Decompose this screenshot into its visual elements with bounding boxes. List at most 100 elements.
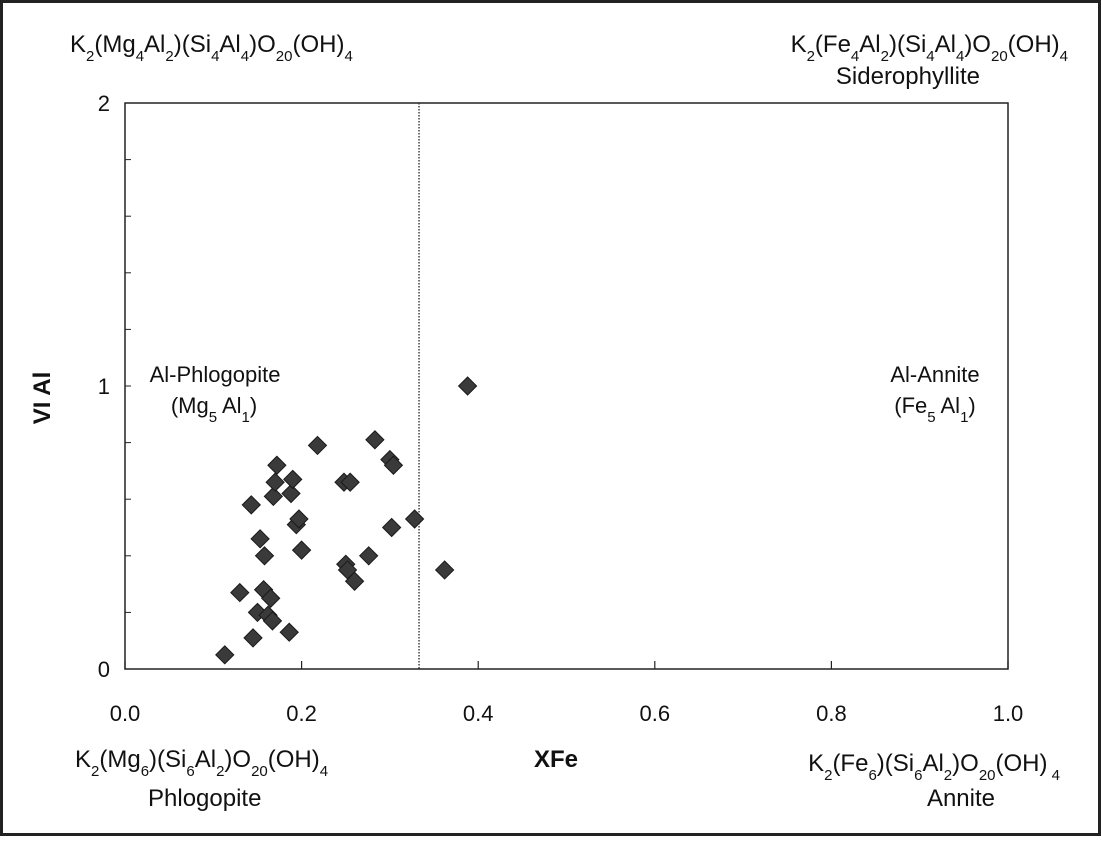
data-point bbox=[243, 628, 263, 648]
formula-text: )O bbox=[224, 746, 251, 773]
formula-subscript: 4 bbox=[851, 48, 859, 65]
formula-subscript: 2 bbox=[165, 48, 173, 65]
x-tick-label: 1.0 bbox=[993, 701, 1024, 726]
formula-subscript: 2 bbox=[91, 763, 99, 780]
data-point bbox=[230, 582, 250, 603]
formula-text: )(Si bbox=[877, 750, 914, 777]
formula-text: K bbox=[791, 31, 807, 58]
data-point bbox=[340, 472, 360, 492]
data-point bbox=[434, 560, 455, 580]
formula-subscript: 2 bbox=[86, 48, 94, 65]
phlogopite-label: Phlogopite bbox=[148, 785, 261, 812]
y-tick-label: 1 bbox=[98, 374, 110, 399]
formula-text: Al bbox=[859, 31, 880, 58]
data-point bbox=[289, 509, 309, 529]
formula-bottom-left: K2(Mg6)(Si6Al2)O20(OH)4 bbox=[75, 746, 328, 780]
axis-ticks: 0.0 0.2 0.4 0.6 0.8 1.0 0 1 2 bbox=[98, 91, 1024, 726]
formula-subscript: 2 bbox=[824, 767, 832, 784]
formula-subscript: 2 bbox=[807, 48, 815, 65]
data-point bbox=[260, 588, 281, 608]
data-point bbox=[359, 546, 379, 566]
formula-subscript: 6 bbox=[914, 767, 922, 784]
data-point bbox=[291, 540, 312, 560]
data-point bbox=[241, 495, 261, 515]
al-phlogopite-formula: (Mg5 Al1) bbox=[171, 393, 257, 426]
data-points bbox=[215, 376, 478, 665]
formula-subscript: 4 bbox=[1047, 767, 1060, 784]
y-axis-title: VI Al bbox=[29, 372, 56, 424]
data-point bbox=[404, 509, 425, 529]
formula-subscript: 20 bbox=[276, 48, 293, 65]
formula-text: (OH) bbox=[1008, 31, 1060, 58]
siderophyllite-label: Siderophyllite bbox=[836, 63, 980, 90]
data-point bbox=[307, 435, 328, 456]
x-tick-label: 0.0 bbox=[110, 701, 141, 726]
formula-text: )O bbox=[964, 31, 991, 58]
formula-top-left: K2(Mg4Al2)(Si4Al4)O20(OH)4 bbox=[70, 31, 353, 65]
al-annite-label: Al-Annite bbox=[890, 362, 979, 387]
formula-text: K bbox=[70, 31, 86, 58]
x-tick-label: 0.2 bbox=[286, 701, 317, 726]
formula-subscript: 20 bbox=[251, 763, 268, 780]
formula-text: K bbox=[75, 746, 91, 773]
data-point bbox=[283, 469, 303, 490]
x-tick-label: 0.4 bbox=[463, 701, 494, 726]
data-point bbox=[344, 571, 365, 591]
formula-subscript: 2 bbox=[881, 48, 889, 65]
formula-text: Al bbox=[217, 393, 241, 418]
formula-subscript: 6 bbox=[868, 767, 876, 784]
formula-text: )O bbox=[249, 31, 276, 58]
al-phlogopite-label: Al-Phlogopite bbox=[150, 362, 281, 387]
formula-text: (OH) bbox=[996, 750, 1048, 777]
formula-subscript: 4 bbox=[211, 48, 219, 65]
formula-text: (OH) bbox=[268, 746, 320, 773]
formula-subscript: 4 bbox=[1060, 48, 1068, 65]
formula-text: Al bbox=[144, 31, 165, 58]
y-tick-label: 0 bbox=[98, 657, 110, 682]
formula-text: (Mg bbox=[94, 31, 135, 58]
formula-text: ) bbox=[250, 393, 257, 418]
data-point bbox=[365, 430, 385, 450]
formula-text: K bbox=[808, 750, 824, 777]
formula-subscript: 5 bbox=[209, 409, 217, 426]
x-axis-title: XFe bbox=[534, 746, 578, 773]
data-point bbox=[381, 517, 402, 538]
data-point bbox=[254, 546, 275, 566]
formula-text: )(Si bbox=[889, 31, 926, 58]
formula-subscript: 1 bbox=[242, 409, 250, 426]
formula-text: (Fe bbox=[894, 393, 927, 418]
formula-subscript: 20 bbox=[991, 48, 1008, 65]
formula-subscript: 4 bbox=[136, 48, 144, 65]
formula-text: )(Si bbox=[174, 31, 211, 58]
data-point bbox=[215, 645, 235, 665]
data-point bbox=[263, 486, 284, 507]
formula-text: (Fe bbox=[832, 750, 868, 777]
formula-subscript: 6 bbox=[141, 763, 149, 780]
formula-text: (Mg bbox=[171, 393, 209, 418]
formula-text: Al bbox=[922, 750, 943, 777]
formula-subscript: 4 bbox=[241, 48, 249, 65]
data-point bbox=[383, 455, 404, 475]
data-point bbox=[457, 376, 478, 396]
formula-text: (Mg bbox=[99, 746, 140, 773]
formula-text: Al bbox=[219, 31, 240, 58]
formula-subscript: 4 bbox=[956, 48, 964, 65]
formula-subscript: 6 bbox=[186, 763, 194, 780]
formula-subscript: 5 bbox=[927, 409, 935, 426]
formula-text: )O bbox=[952, 750, 979, 777]
formula-subscript: 20 bbox=[979, 767, 996, 784]
formula-subscript: 4 bbox=[344, 48, 352, 65]
al-annite-formula: (Fe5 Al1) bbox=[894, 393, 975, 426]
formula-subscript: 2 bbox=[944, 767, 952, 784]
data-point bbox=[281, 483, 301, 504]
annite-label: Annite bbox=[927, 785, 995, 812]
formula-text: )(Si bbox=[149, 746, 186, 773]
formula-text: ) bbox=[968, 393, 975, 418]
x-tick-label: 0.6 bbox=[640, 701, 671, 726]
formula-text: Al bbox=[935, 31, 956, 58]
formula-top-right: K2(Fe4Al2)(Si4Al4)O20(OH)4 bbox=[791, 31, 1068, 65]
data-point bbox=[262, 611, 283, 631]
formula-bottom-right: K2(Fe6)(Si6Al2)O20(OH) 4 bbox=[808, 750, 1060, 784]
